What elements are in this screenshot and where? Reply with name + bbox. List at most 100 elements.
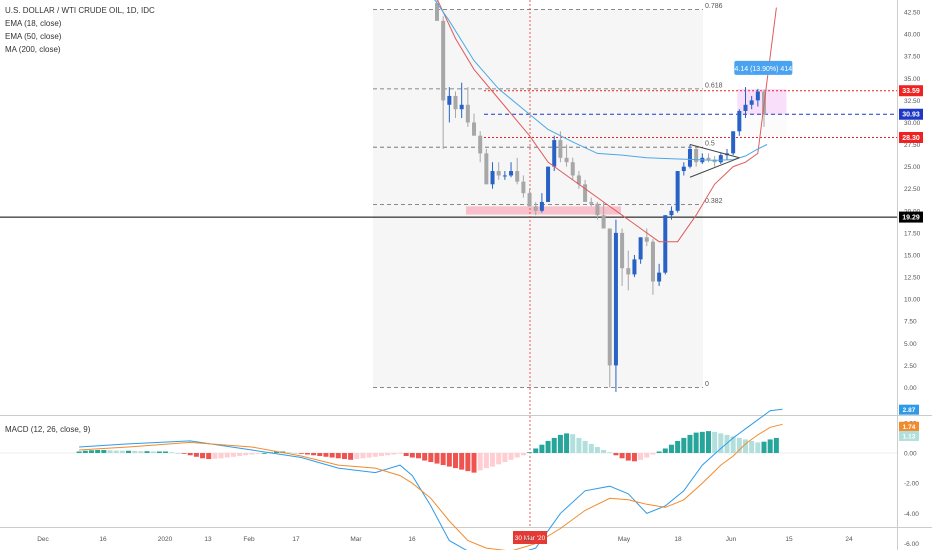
macd-histogram-bar: [582, 440, 588, 453]
macd-histogram-bar: [545, 440, 551, 453]
candle-body: [737, 110, 742, 132]
macd-histogram-bar: [508, 453, 514, 460]
candle-body: [546, 166, 551, 202]
macd-histogram-bar: [650, 453, 656, 455]
macd-histogram-bar: [440, 453, 446, 466]
candle-body: [527, 193, 532, 207]
macd-histogram-bar: [113, 450, 119, 453]
macd-histogram-bar: [533, 448, 539, 453]
price-tick-label: 40.00: [904, 32, 921, 39]
time-axis-label: Dec: [37, 536, 49, 543]
macd-histogram-bar: [101, 449, 107, 453]
macd-histogram-bar: [490, 453, 496, 467]
pattern-line-upper: [689, 144, 740, 159]
macd-histogram-bar: [286, 452, 292, 454]
macd-histogram-bar: [465, 453, 471, 472]
time-axis-label: 13: [204, 536, 212, 543]
macd-histogram-bar: [409, 453, 415, 458]
macd-badge-0: [899, 404, 919, 415]
macd-histogram-bar: [656, 451, 662, 453]
macd-histogram-bar: [206, 453, 212, 460]
macd-histogram-bar: [126, 450, 131, 453]
macd-histogram-bar: [699, 431, 705, 453]
macd-histogram-bar: [156, 451, 162, 453]
macd-histogram-bar: [724, 434, 730, 453]
price-tick-label: 5.00: [904, 341, 917, 348]
candle-body: [706, 157, 711, 160]
candle-body: [459, 104, 464, 110]
macd-badge-2: [899, 430, 919, 441]
price-badge-text-3: 19.29: [902, 215, 920, 222]
price-badge-1: [899, 108, 923, 120]
candle-body: [570, 162, 575, 176]
macd-histogram-bar: [385, 453, 391, 456]
macd-histogram-bar: [767, 439, 773, 453]
macd-histogram-bar: [212, 453, 218, 459]
macd-histogram-bar: [237, 453, 243, 457]
fib-label-4: 0: [705, 381, 709, 388]
macd-badge-text-1: 1.74: [903, 424, 916, 431]
macd-histogram-bar: [144, 451, 150, 453]
price-tick-label: 2.50: [904, 363, 917, 370]
macd-histogram-bar: [329, 453, 335, 458]
macd-histogram-bar: [539, 444, 545, 453]
legend-ema18: EMA (18, close): [5, 19, 62, 28]
macd-histogram-bar: [422, 453, 428, 461]
macd-histogram-bar: [76, 451, 82, 453]
macd-histogram-bar: [249, 453, 255, 455]
macd-histogram-bar: [619, 453, 625, 459]
macd-series-0: [79, 408, 783, 550]
macd-histogram-bar: [551, 437, 557, 453]
macd-histogram-bar: [743, 439, 748, 453]
time-axis-label: 17: [292, 536, 300, 543]
macd-histogram-bar: [317, 453, 323, 457]
candle-body: [601, 215, 606, 229]
macd-tick-label: -4.00: [904, 511, 919, 518]
candle-body: [558, 140, 563, 158]
macd-histogram-bar: [261, 453, 267, 454]
time-axis-label: 16: [99, 536, 107, 543]
macd-tick-label: 0.00: [904, 451, 917, 458]
candle-body: [626, 268, 631, 275]
macd-histogram-bar: [453, 453, 459, 469]
candle-body: [718, 155, 723, 163]
macd-histogram-bar: [138, 451, 144, 453]
price-tick-label: 27.50: [904, 142, 921, 149]
fib-label-1: 0.618: [705, 82, 723, 89]
macd-histogram-bar: [341, 453, 347, 460]
fib-zone-background: [373, 9, 703, 388]
candle-body: [632, 259, 637, 275]
macd-histogram-bar: [434, 453, 440, 464]
time-axis-label-highlight: 30 Mar '20: [515, 535, 546, 542]
macd-histogram-bar: [193, 453, 199, 457]
measure-label-box: [734, 60, 793, 75]
legend-ma200: MA (200, close): [5, 45, 61, 54]
price-tick-label: 42.50: [904, 10, 921, 17]
macd-histogram-bar: [749, 440, 755, 453]
time-axis-label: 22: [524, 536, 532, 543]
candle-body: [552, 140, 557, 167]
macd-histogram-bar: [631, 453, 637, 462]
time-axis-label: May: [618, 536, 631, 543]
candle-body: [583, 184, 588, 202]
macd-histogram-bar: [687, 434, 693, 453]
macd-histogram-bar: [668, 444, 674, 453]
price-tick-label: 32.50: [904, 98, 921, 105]
macd-histogram-bar: [169, 452, 175, 454]
macd-badge-text-0: 2.87: [903, 407, 916, 414]
macd-histogram-bar: [638, 453, 644, 460]
candle-body: [687, 148, 692, 167]
macd-histogram-bar: [755, 442, 761, 453]
macd-histogram-bar: [681, 437, 687, 453]
candle-body: [669, 210, 674, 216]
candle-body: [465, 104, 470, 123]
macd-histogram-bar: [274, 451, 280, 453]
macd-histogram-bar: [514, 453, 520, 458]
macd-histogram-bar: [181, 453, 187, 454]
macd-tick-label: -6.00: [904, 541, 919, 548]
candle-body: [509, 171, 514, 176]
macd-histogram-bar: [730, 436, 736, 453]
date-badge: [513, 531, 547, 544]
candle-body: [613, 232, 618, 366]
